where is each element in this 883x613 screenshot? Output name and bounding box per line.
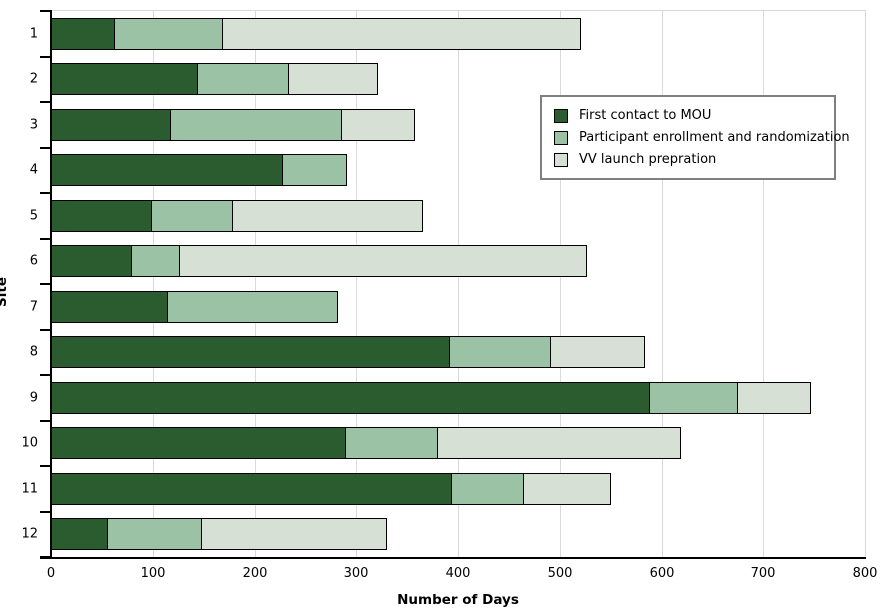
xtick-label-700: 700 <box>750 566 776 581</box>
legend-swatch-icon <box>554 130 568 145</box>
ytick-label-6: 6 <box>29 253 38 269</box>
gridline-x-600 <box>662 11 663 557</box>
xtick-label-400: 400 <box>445 566 471 581</box>
legend-label: First contact to MOU <box>579 108 712 123</box>
bar-site11-seg3 <box>523 473 611 505</box>
ytick-mark-5 <box>40 238 50 240</box>
xtick-label-200: 200 <box>242 566 268 581</box>
gridline-x-200 <box>255 11 256 557</box>
ytick-label-11: 11 <box>21 481 38 497</box>
gridline-x-300 <box>356 11 357 557</box>
x-axis-line <box>40 557 866 559</box>
bar-site3-seg1 <box>51 109 171 141</box>
ytick-label-8: 8 <box>29 344 38 360</box>
plot-border-top <box>51 10 866 11</box>
ytick-mark-7 <box>40 329 50 331</box>
xtick-label-500: 500 <box>547 566 573 581</box>
ytick-label-5: 5 <box>29 208 38 224</box>
legend-swatch-icon <box>554 108 568 123</box>
bar-site2-seg1 <box>51 63 198 95</box>
legend: First contact to MOU Participant enrollme… <box>540 95 850 180</box>
bar-site12-seg1 <box>51 518 108 550</box>
bar-site1-seg3 <box>222 18 581 50</box>
bar-site9-seg3 <box>737 382 811 414</box>
bar-site4-seg2 <box>282 154 347 186</box>
bar-site7-seg1 <box>51 291 168 323</box>
legend-label: Participant enrollment and randomization <box>579 130 850 145</box>
bar-site1-seg1 <box>51 18 115 50</box>
ytick-label-2: 2 <box>29 71 38 87</box>
ytick-label-7: 7 <box>29 299 38 315</box>
bar-site6-seg1 <box>51 245 132 277</box>
ytick-mark-1 <box>40 56 50 58</box>
bar-site6-seg2 <box>131 245 180 277</box>
ytick-mark-4 <box>40 192 50 194</box>
bar-site2-seg3 <box>288 63 378 95</box>
bar-site10-seg2 <box>345 427 438 459</box>
bar-site5-seg1 <box>51 200 152 232</box>
bar-site8-seg3 <box>550 336 645 368</box>
legend-entry-2: Participant enrollment and randomization <box>554 130 850 145</box>
bar-site5-seg2 <box>151 200 233 232</box>
ytick-mark-9 <box>40 420 50 422</box>
bar-site1-seg2 <box>114 18 223 50</box>
legend-label: VV launch prepration <box>579 152 717 167</box>
xtick-label-100: 100 <box>140 566 166 581</box>
bar-site11-seg2 <box>451 473 524 505</box>
legend-entry-3: VV launch prepration <box>554 152 834 167</box>
bar-site7-seg2 <box>167 291 338 323</box>
bar-site9-seg1 <box>51 382 650 414</box>
bar-site12-seg2 <box>107 518 202 550</box>
ytick-label-9: 9 <box>29 390 38 406</box>
y-axis-title: Site <box>0 277 10 307</box>
xtick-label-0: 0 <box>46 566 56 581</box>
ytick-mark-8 <box>40 374 50 376</box>
ytick-mark-3 <box>40 147 50 149</box>
legend-swatch-icon <box>554 152 568 167</box>
xtick-label-600: 600 <box>649 566 675 581</box>
bar-site3-seg3 <box>341 109 415 141</box>
ytick-mark-2 <box>40 101 50 103</box>
gridline-x-800 <box>865 11 866 557</box>
bar-site4-seg1 <box>51 154 283 186</box>
bar-site10-seg3 <box>437 427 681 459</box>
bar-site11-seg1 <box>51 473 452 505</box>
gridline-x-100 <box>153 11 154 557</box>
ytick-label-12: 12 <box>21 526 38 542</box>
bar-site10-seg1 <box>51 427 346 459</box>
bar-site12-seg3 <box>201 518 387 550</box>
bar-site9-seg2 <box>649 382 738 414</box>
gridline-x-700 <box>763 11 764 557</box>
bar-site6-seg3 <box>179 245 587 277</box>
bar-site8-seg2 <box>449 336 551 368</box>
xtick-label-300: 300 <box>343 566 369 581</box>
ytick-mark-10 <box>40 465 50 467</box>
ytick-mark-11 <box>40 511 50 513</box>
gridline-x-400 <box>458 11 459 557</box>
ytick-mark-0 <box>40 10 50 12</box>
bar-site5-seg3 <box>232 200 423 232</box>
y-axis-line <box>50 10 52 557</box>
ytick-mark-6 <box>40 283 50 285</box>
xtick-label-800: 800 <box>852 566 878 581</box>
bar-site8-seg1 <box>51 336 450 368</box>
x-axis-title: Number of Days <box>397 592 519 608</box>
gridline-x-500 <box>560 11 561 557</box>
bar-site2-seg2 <box>197 63 289 95</box>
bar-site3-seg2 <box>170 109 342 141</box>
legend-entry-1: First contact to MOU <box>554 108 834 123</box>
ytick-label-10: 10 <box>21 435 38 451</box>
ytick-label-3: 3 <box>29 117 38 133</box>
ytick-label-1: 1 <box>29 26 38 42</box>
ytick-label-4: 4 <box>29 162 38 178</box>
